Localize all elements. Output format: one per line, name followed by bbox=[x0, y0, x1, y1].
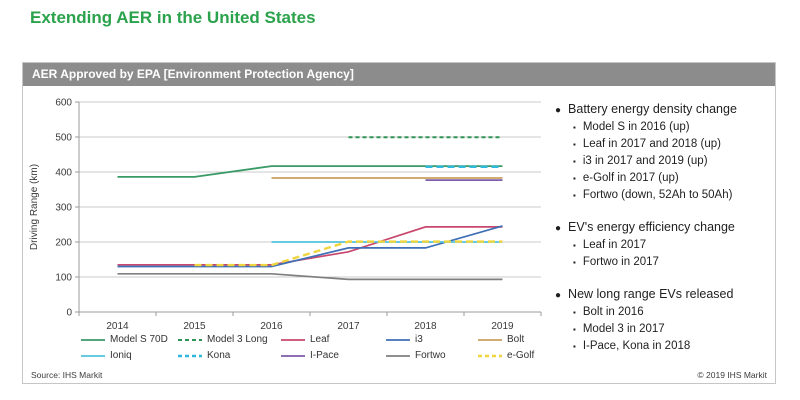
legend-label: Fortwo bbox=[415, 350, 446, 361]
copyright-label: © 2019 IHS Markit bbox=[697, 370, 767, 380]
note-group-title: ● EV's energy efficiency change bbox=[555, 219, 781, 237]
note-item: ▪ Bolt in 2016 bbox=[555, 304, 781, 321]
notes-panel: ● Battery energy density change ▪ Model S i… bbox=[555, 101, 781, 370]
legend-item-model-3-long: Model 3 Long bbox=[178, 333, 281, 346]
note-group-title: ● New long range EVs released bbox=[555, 286, 781, 304]
legend-item-kona: Kona bbox=[178, 349, 281, 362]
note-item-text: e-Golf in 2017 (up) bbox=[582, 172, 679, 184]
series-line-leaf bbox=[117, 226, 503, 266]
legend-swatch-ioniq bbox=[81, 354, 105, 357]
square-bullet-icon: ▪ bbox=[573, 258, 576, 267]
note-item: ▪ Fortwo (down, 52Ah to 50Ah) bbox=[555, 187, 781, 204]
legend-label: e-Golf bbox=[507, 350, 535, 361]
legend-label: i3 bbox=[415, 334, 423, 345]
legend-label: I-Pace bbox=[310, 350, 339, 361]
y-tick-label: 100 bbox=[55, 273, 72, 284]
legend-label: Kona bbox=[207, 350, 231, 361]
note-group: ● EV's energy efficiency change ▪ Leaf in 2… bbox=[555, 219, 781, 271]
x-tick-label: 2016 bbox=[260, 321, 283, 332]
line-chart: 0 100 200 300 400 500 600 2014 2015 2016 2017 2018 2… bbox=[29, 98, 542, 332]
y-tick-label: 200 bbox=[55, 238, 72, 249]
x-tick-label: 2017 bbox=[337, 321, 360, 332]
x-tick-label: 2019 bbox=[491, 321, 514, 332]
square-bullet-icon: ▪ bbox=[573, 140, 576, 149]
note-item-text: Leaf in 2017 bbox=[582, 239, 647, 251]
square-bullet-icon: ▪ bbox=[573, 241, 576, 250]
legend-label: Ioniq bbox=[110, 350, 132, 361]
square-bullet-icon: ▪ bbox=[573, 308, 576, 317]
chart-card: AER Approved by EPA [Environment Protect… bbox=[22, 62, 776, 384]
note-item: ▪ Model 3 in 2017 bbox=[555, 321, 781, 338]
note-item: ▪ e-Golf in 2017 (up) bbox=[555, 170, 781, 187]
legend-swatch-leaf bbox=[281, 338, 305, 341]
legend-swatch-model-3-long bbox=[178, 338, 202, 341]
legend-item-i-pace: I-Pace bbox=[281, 349, 386, 362]
legend-label: Bolt bbox=[507, 334, 525, 345]
note-item-text: I-Pace, Kona in 2018 bbox=[582, 340, 691, 352]
note-item-text: Bolt in 2016 bbox=[582, 306, 644, 318]
note-item-text: Fortwo in 2017 bbox=[582, 256, 659, 268]
note-item: ▪ Model S in 2016 (up) bbox=[555, 119, 781, 136]
square-bullet-icon: ▪ bbox=[573, 191, 576, 200]
bullet-icon: ● bbox=[555, 223, 562, 234]
bullet-icon: ● bbox=[555, 105, 562, 116]
legend-item-model-s-70d: Model S 70D bbox=[81, 333, 178, 346]
legend-label: Model 3 Long bbox=[207, 334, 268, 345]
y-tick-label: 300 bbox=[55, 203, 72, 214]
note-item-text: Fortwo (down, 52Ah to 50Ah) bbox=[582, 189, 733, 201]
square-bullet-icon: ▪ bbox=[573, 174, 576, 183]
legend-swatch-kona bbox=[178, 354, 202, 357]
note-item: ▪ i3 in 2017 and 2019 (up) bbox=[555, 153, 781, 170]
legend-item-ioniq: Ioniq bbox=[81, 349, 178, 362]
legend-item-i3: i3 bbox=[386, 333, 478, 346]
chart-header: AER Approved by EPA [Environment Protect… bbox=[23, 63, 775, 86]
note-item-text: Model S in 2016 (up) bbox=[582, 121, 690, 133]
legend-swatch-e-golf bbox=[478, 354, 502, 357]
note-group: ● Battery energy density change ▪ Model S i… bbox=[555, 101, 781, 204]
legend-item-fortwo: Fortwo bbox=[386, 349, 478, 362]
x-tick-label: 2015 bbox=[183, 321, 206, 332]
x-tick-label: 2014 bbox=[106, 321, 129, 332]
source-label: Source: IHS Markit bbox=[31, 370, 103, 380]
chart-legend: Model S 70D Model 3 Long Leaf i3 Bolt Ioniq Ko… bbox=[81, 333, 573, 362]
y-tick-label: 400 bbox=[55, 168, 72, 179]
legend-swatch-fortwo bbox=[386, 354, 410, 357]
square-bullet-icon: ▪ bbox=[573, 342, 576, 351]
legend-swatch-i-pace bbox=[281, 354, 305, 357]
note-group-title: ● Battery energy density change bbox=[555, 101, 781, 119]
note-item: ▪ Leaf in 2017 bbox=[555, 237, 781, 254]
legend-item-leaf: Leaf bbox=[281, 333, 386, 346]
legend-item-e-golf: e-Golf bbox=[478, 349, 573, 362]
y-axis-title: Driving Range (km) bbox=[29, 164, 40, 250]
legend-swatch-i3 bbox=[386, 338, 410, 341]
legend-label: Leaf bbox=[310, 334, 330, 345]
page-title: Extending AER in the United States bbox=[30, 8, 316, 27]
note-group-title-text: EV's energy efficiency change bbox=[568, 220, 735, 234]
square-bullet-icon: ▪ bbox=[573, 123, 576, 132]
note-group-title-text: New long range EVs released bbox=[568, 287, 734, 301]
y-tick-label: 500 bbox=[55, 133, 72, 144]
series-line-e-golf bbox=[194, 240, 503, 267]
y-tick-label: 0 bbox=[66, 308, 72, 319]
square-bullet-icon: ▪ bbox=[573, 325, 576, 334]
series-line-i3 bbox=[117, 225, 503, 268]
legend-swatch-model-s-70d bbox=[81, 338, 105, 341]
x-tick-label: 2018 bbox=[414, 321, 437, 332]
note-group-title-text: Battery energy density change bbox=[568, 102, 737, 116]
note-item-text: i3 in 2017 and 2019 (up) bbox=[582, 155, 708, 167]
legend-label: Model S 70D bbox=[110, 334, 168, 345]
square-bullet-icon: ▪ bbox=[573, 157, 576, 166]
note-item: ▪ I-Pace, Kona in 2018 bbox=[555, 338, 781, 355]
bullet-icon: ● bbox=[555, 290, 562, 301]
note-item-text: Model 3 in 2017 bbox=[582, 323, 665, 335]
legend-swatch-bolt bbox=[478, 338, 502, 341]
note-group: ● New long range EVs released ▪ Bolt in 201… bbox=[555, 286, 781, 355]
series-line-fortwo bbox=[117, 272, 503, 281]
note-item: ▪ Fortwo in 2017 bbox=[555, 254, 781, 271]
note-item-text: Leaf in 2017 and 2018 (up) bbox=[582, 138, 721, 150]
note-item: ▪ Leaf in 2017 and 2018 (up) bbox=[555, 136, 781, 153]
y-tick-label: 600 bbox=[55, 98, 72, 109]
legend-item-bolt: Bolt bbox=[478, 333, 573, 346]
